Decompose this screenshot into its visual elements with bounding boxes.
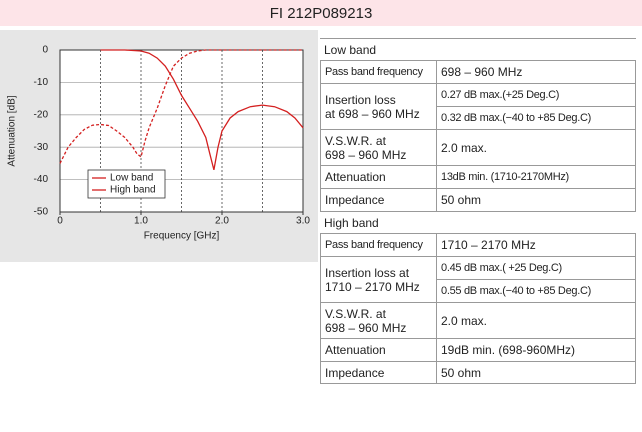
row-value: 50 ohm <box>441 193 482 207</box>
row-label: Impedance <box>321 362 437 383</box>
row-label: Pass band frequency <box>321 234 437 256</box>
series-line <box>100 49 304 171</box>
section-title: Low band <box>320 38 636 60</box>
row-values: 698 – 960 MHz <box>437 61 635 83</box>
x-tick-label: 2.0 <box>215 216 229 227</box>
table-row: Attenuation 19dB min. (698-960MHz) <box>320 338 636 361</box>
y-tick-label: 0 <box>42 45 48 56</box>
table-row: V.S.W.R. at 698 – 960 MHz 2.0 max. <box>320 129 636 165</box>
x-tick-label: 3.0 <box>296 216 310 227</box>
table-row: Pass band frequency 1710 – 2170 MHz <box>320 233 636 256</box>
row-value: 2.0 max. <box>441 140 488 155</box>
spec-table: Low band Pass band frequency 698 – 960 MHz… <box>320 38 636 384</box>
y-tick-label: -20 <box>34 109 49 120</box>
row-values: 19dB min. (698-960MHz) <box>437 339 635 361</box>
y-tick-label: -30 <box>34 142 49 153</box>
table-row: Insertion loss at 1710 – 2170 MHz 0.45 dB… <box>320 256 636 302</box>
x-tick-label: 1.0 <box>134 216 148 227</box>
y-tick-label: -40 <box>34 174 49 185</box>
row-label: Pass band frequency <box>321 61 437 83</box>
row-values: 2.0 max. <box>437 130 635 165</box>
row-value: 2.0 max. <box>441 313 488 328</box>
row-value: 1710 – 2170 MHz <box>441 238 536 252</box>
table-row: Impedance 50 ohm <box>320 188 636 211</box>
x-axis-label: Frequency [GHz] <box>144 231 220 242</box>
row-values: 0.45 dB max.( +25 Deg.C) 0.55 dB max.(−40… <box>437 257 635 302</box>
section-title: High band <box>320 211 636 233</box>
row-values: 0.27 dB max.(+25 Deg.C) 0.32 dB max.(−40 … <box>437 84 635 129</box>
plot-frame <box>59 49 304 213</box>
table-row: Pass band frequency 698 – 960 MHz <box>320 60 636 83</box>
row-value: 698 – 960 MHz <box>441 65 523 79</box>
y-tick-label: -50 <box>34 207 49 218</box>
row-label: V.S.W.R. at 698 – 960 MHz <box>321 303 437 338</box>
row-label: Insertion loss at 1710 – 2170 MHz <box>321 257 437 302</box>
row-values: 2.0 max. <box>437 303 635 338</box>
table-row: Impedance 50 ohm <box>320 361 636 384</box>
row-values: 50 ohm <box>437 362 635 383</box>
row-label: Attenuation <box>321 339 437 361</box>
row-label: Impedance <box>321 189 437 211</box>
row-value: 0.27 dB max.(+25 Deg.C) <box>441 89 560 101</box>
y-axis-label: Attenuation [dB] <box>7 95 18 166</box>
row-label: Attenuation <box>321 166 437 188</box>
series-line <box>59 49 303 164</box>
chart: 0 -10 -20 -30 -40 -50 0 1.0 2.0 3.0 Frequency [GHz… <box>7 45 311 242</box>
table-row: V.S.W.R. at 698 – 960 MHz 2.0 max. <box>320 302 636 338</box>
row-label: Insertion loss at 698 – 960 MHz <box>321 84 437 129</box>
x-tick-label: 0 <box>57 216 63 227</box>
row-value: 13dB min. (1710-2170MHz) <box>441 171 569 183</box>
row-value: 0.32 dB max.(−40 to +85 Deg.C) <box>437 106 635 129</box>
row-value: 0.45 dB max.( +25 Deg.C) <box>441 262 562 274</box>
row-values: 1710 – 2170 MHz <box>437 234 635 256</box>
legend-label: Low band <box>110 173 153 184</box>
row-value: 19dB min. (698-960MHz) <box>441 343 576 357</box>
table-row: Insertion loss at 698 – 960 MHz 0.27 dB m… <box>320 83 636 129</box>
row-value: 0.55 dB max.(−40 to +85 Deg.C) <box>437 279 635 302</box>
row-values: 13dB min. (1710-2170MHz) <box>437 166 635 188</box>
legend <box>87 169 166 199</box>
legend-label: High band <box>110 185 156 196</box>
y-tick-label: -10 <box>34 77 49 88</box>
table-row: Attenuation 13dB min. (1710-2170MHz) <box>320 165 636 188</box>
title: FI 212P089213 <box>0 0 642 26</box>
row-label: V.S.W.R. at 698 – 960 MHz <box>321 130 437 165</box>
row-values: 50 ohm <box>437 189 635 211</box>
row-value: 50 ohm <box>441 365 482 380</box>
